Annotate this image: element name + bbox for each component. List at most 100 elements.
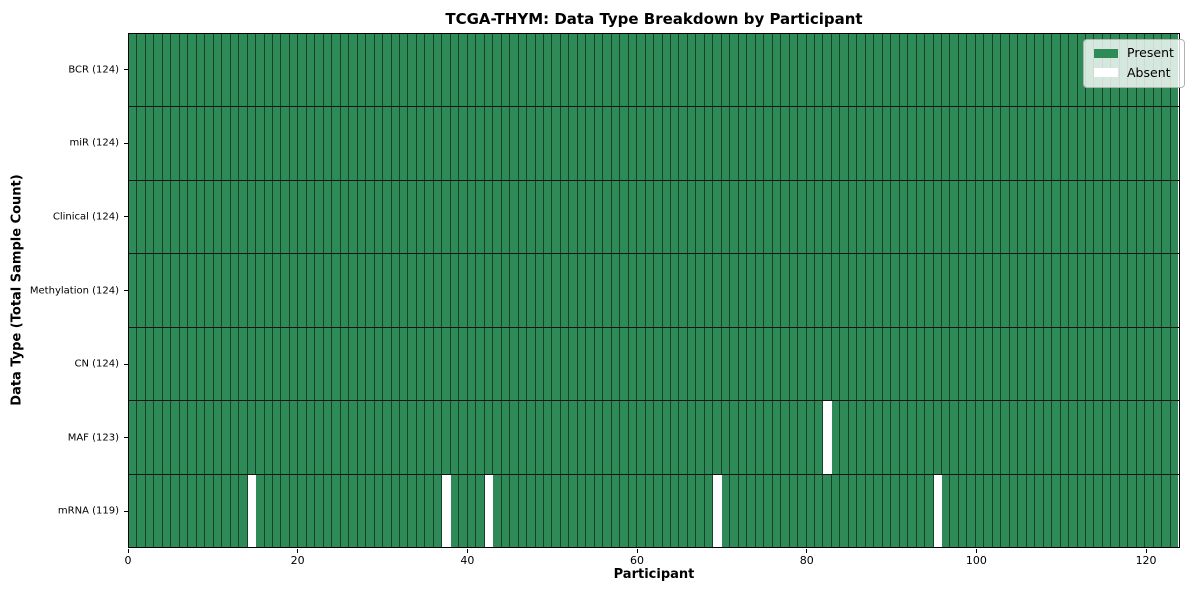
heatmap-cell-present bbox=[247, 401, 257, 474]
heatmap-cell-present bbox=[391, 34, 400, 107]
heatmap-cell-present bbox=[925, 34, 934, 107]
heatmap-cell-present bbox=[1111, 180, 1120, 254]
heatmap-cell-present bbox=[823, 180, 832, 254]
x-tick-mark bbox=[636, 549, 638, 553]
heatmap-cell-present bbox=[154, 34, 163, 107]
heatmap-cell-present bbox=[154, 254, 163, 327]
heatmap-cell-present bbox=[1043, 107, 1053, 180]
heatmap-cell-present bbox=[391, 401, 400, 474]
heatmap-cell-present bbox=[764, 474, 773, 547]
heatmap-cell-present bbox=[230, 401, 240, 474]
heatmap-cell-present bbox=[289, 180, 299, 254]
heatmap-cell-present bbox=[493, 34, 502, 107]
heatmap-cell-present bbox=[374, 254, 384, 327]
heatmap-cell-absent bbox=[247, 474, 257, 547]
heatmap-cell-present bbox=[501, 107, 511, 180]
heatmap-cell-present bbox=[171, 474, 180, 547]
heatmap-cell-present bbox=[1018, 254, 1027, 327]
heatmap-cell-present bbox=[865, 254, 875, 327]
heatmap-cell-present bbox=[196, 474, 206, 547]
heatmap-cell-present bbox=[527, 34, 536, 107]
heatmap-cell-present bbox=[552, 474, 561, 547]
heatmap-cell-present bbox=[476, 474, 485, 547]
heatmap-cell-present bbox=[408, 254, 417, 327]
heatmap-cell-present bbox=[594, 327, 604, 401]
heatmap-cell-present bbox=[721, 180, 731, 254]
heatmap-cell-present bbox=[188, 254, 197, 327]
heatmap-cell-present bbox=[289, 107, 299, 180]
heatmap-cell-present bbox=[721, 107, 731, 180]
heatmap-cell-present bbox=[459, 107, 468, 180]
heatmap-cell-present bbox=[1162, 254, 1171, 327]
heatmap-cell-present bbox=[594, 474, 604, 547]
heatmap-cell-present bbox=[222, 327, 231, 401]
heatmap-cell-present bbox=[891, 327, 900, 401]
heatmap-cell-absent bbox=[484, 474, 494, 547]
heatmap-cell-present bbox=[433, 401, 443, 474]
heatmap-cell-present bbox=[1077, 327, 1086, 401]
x-tick-label: 0 bbox=[124, 554, 132, 567]
heatmap-cell-present bbox=[696, 34, 705, 107]
heatmap-cell-present bbox=[467, 401, 477, 474]
heatmap-cell-present bbox=[357, 180, 367, 254]
heatmap-cell-present bbox=[933, 180, 942, 254]
heatmap-row-BCR bbox=[129, 34, 1179, 108]
heatmap-cell-present bbox=[1077, 180, 1086, 254]
heatmap-cell-present bbox=[730, 107, 739, 180]
heatmap-cell-present bbox=[831, 474, 841, 547]
heatmap-cell-present bbox=[865, 180, 875, 254]
heatmap-cell-present bbox=[391, 327, 400, 401]
heatmap-cell-present bbox=[560, 34, 570, 107]
heatmap-cell-present bbox=[179, 180, 189, 254]
heatmap-row-miR bbox=[129, 107, 1179, 181]
heatmap-cell-present bbox=[586, 34, 595, 107]
heatmap-cell-present bbox=[145, 474, 155, 547]
heatmap-cell-present bbox=[1136, 107, 1146, 180]
heatmap-cell-present bbox=[450, 34, 460, 107]
heatmap-cell-present bbox=[857, 327, 866, 401]
heatmap-cell-present bbox=[1119, 107, 1129, 180]
heatmap-cell-present bbox=[721, 34, 731, 107]
heatmap-cell-present bbox=[256, 327, 265, 401]
heatmap-cell-present bbox=[713, 180, 722, 254]
heatmap-cell-present bbox=[857, 401, 866, 474]
heatmap-row-CN bbox=[129, 327, 1179, 402]
heatmap-cell-present bbox=[975, 401, 985, 474]
heatmap-cell-present bbox=[662, 254, 671, 327]
heatmap-cell-present bbox=[543, 34, 553, 107]
heatmap-cell-present bbox=[908, 474, 917, 547]
heatmap-cell-present bbox=[696, 474, 705, 547]
heatmap-cell-present bbox=[1145, 327, 1154, 401]
heatmap-cell-present bbox=[755, 34, 765, 107]
heatmap-cell-absent bbox=[933, 474, 942, 547]
heatmap-cell-present bbox=[687, 34, 697, 107]
heatmap-cell-present bbox=[823, 107, 832, 180]
heatmap-cell-present bbox=[476, 180, 485, 254]
heatmap-cell-present bbox=[281, 180, 290, 254]
heatmap-cell-present bbox=[882, 401, 892, 474]
heatmap-cell-present bbox=[416, 180, 426, 254]
heatmap-cell-present bbox=[535, 107, 544, 180]
heatmap-cell-present bbox=[645, 34, 655, 107]
heatmap-cell-present bbox=[391, 180, 400, 254]
heatmap-cell-present bbox=[637, 34, 646, 107]
heatmap-cell-present bbox=[408, 34, 417, 107]
heatmap-cell-present bbox=[213, 327, 223, 401]
heatmap-cell-present bbox=[1043, 327, 1053, 401]
heatmap-cell-present bbox=[1128, 180, 1137, 254]
heatmap-cell-present bbox=[1043, 474, 1053, 547]
heatmap-cell-present bbox=[315, 107, 324, 180]
heatmap-cell-present bbox=[137, 474, 146, 547]
heatmap-cell-present bbox=[679, 401, 688, 474]
heatmap-cell-present bbox=[891, 474, 900, 547]
heatmap-cell-present bbox=[239, 34, 248, 107]
heatmap-cell-present bbox=[205, 474, 214, 547]
chart-title: TCGA-THYM: Data Type Breakdown by Partic… bbox=[445, 10, 863, 28]
heatmap-cell-present bbox=[366, 107, 375, 180]
heatmap-cell-present bbox=[1136, 401, 1146, 474]
heatmap-cell-present bbox=[577, 180, 587, 254]
heatmap-cell-present bbox=[560, 401, 570, 474]
heatmap-cell-present bbox=[459, 327, 468, 401]
heatmap-cell-present bbox=[416, 401, 426, 474]
heatmap-cell-present bbox=[171, 327, 180, 401]
